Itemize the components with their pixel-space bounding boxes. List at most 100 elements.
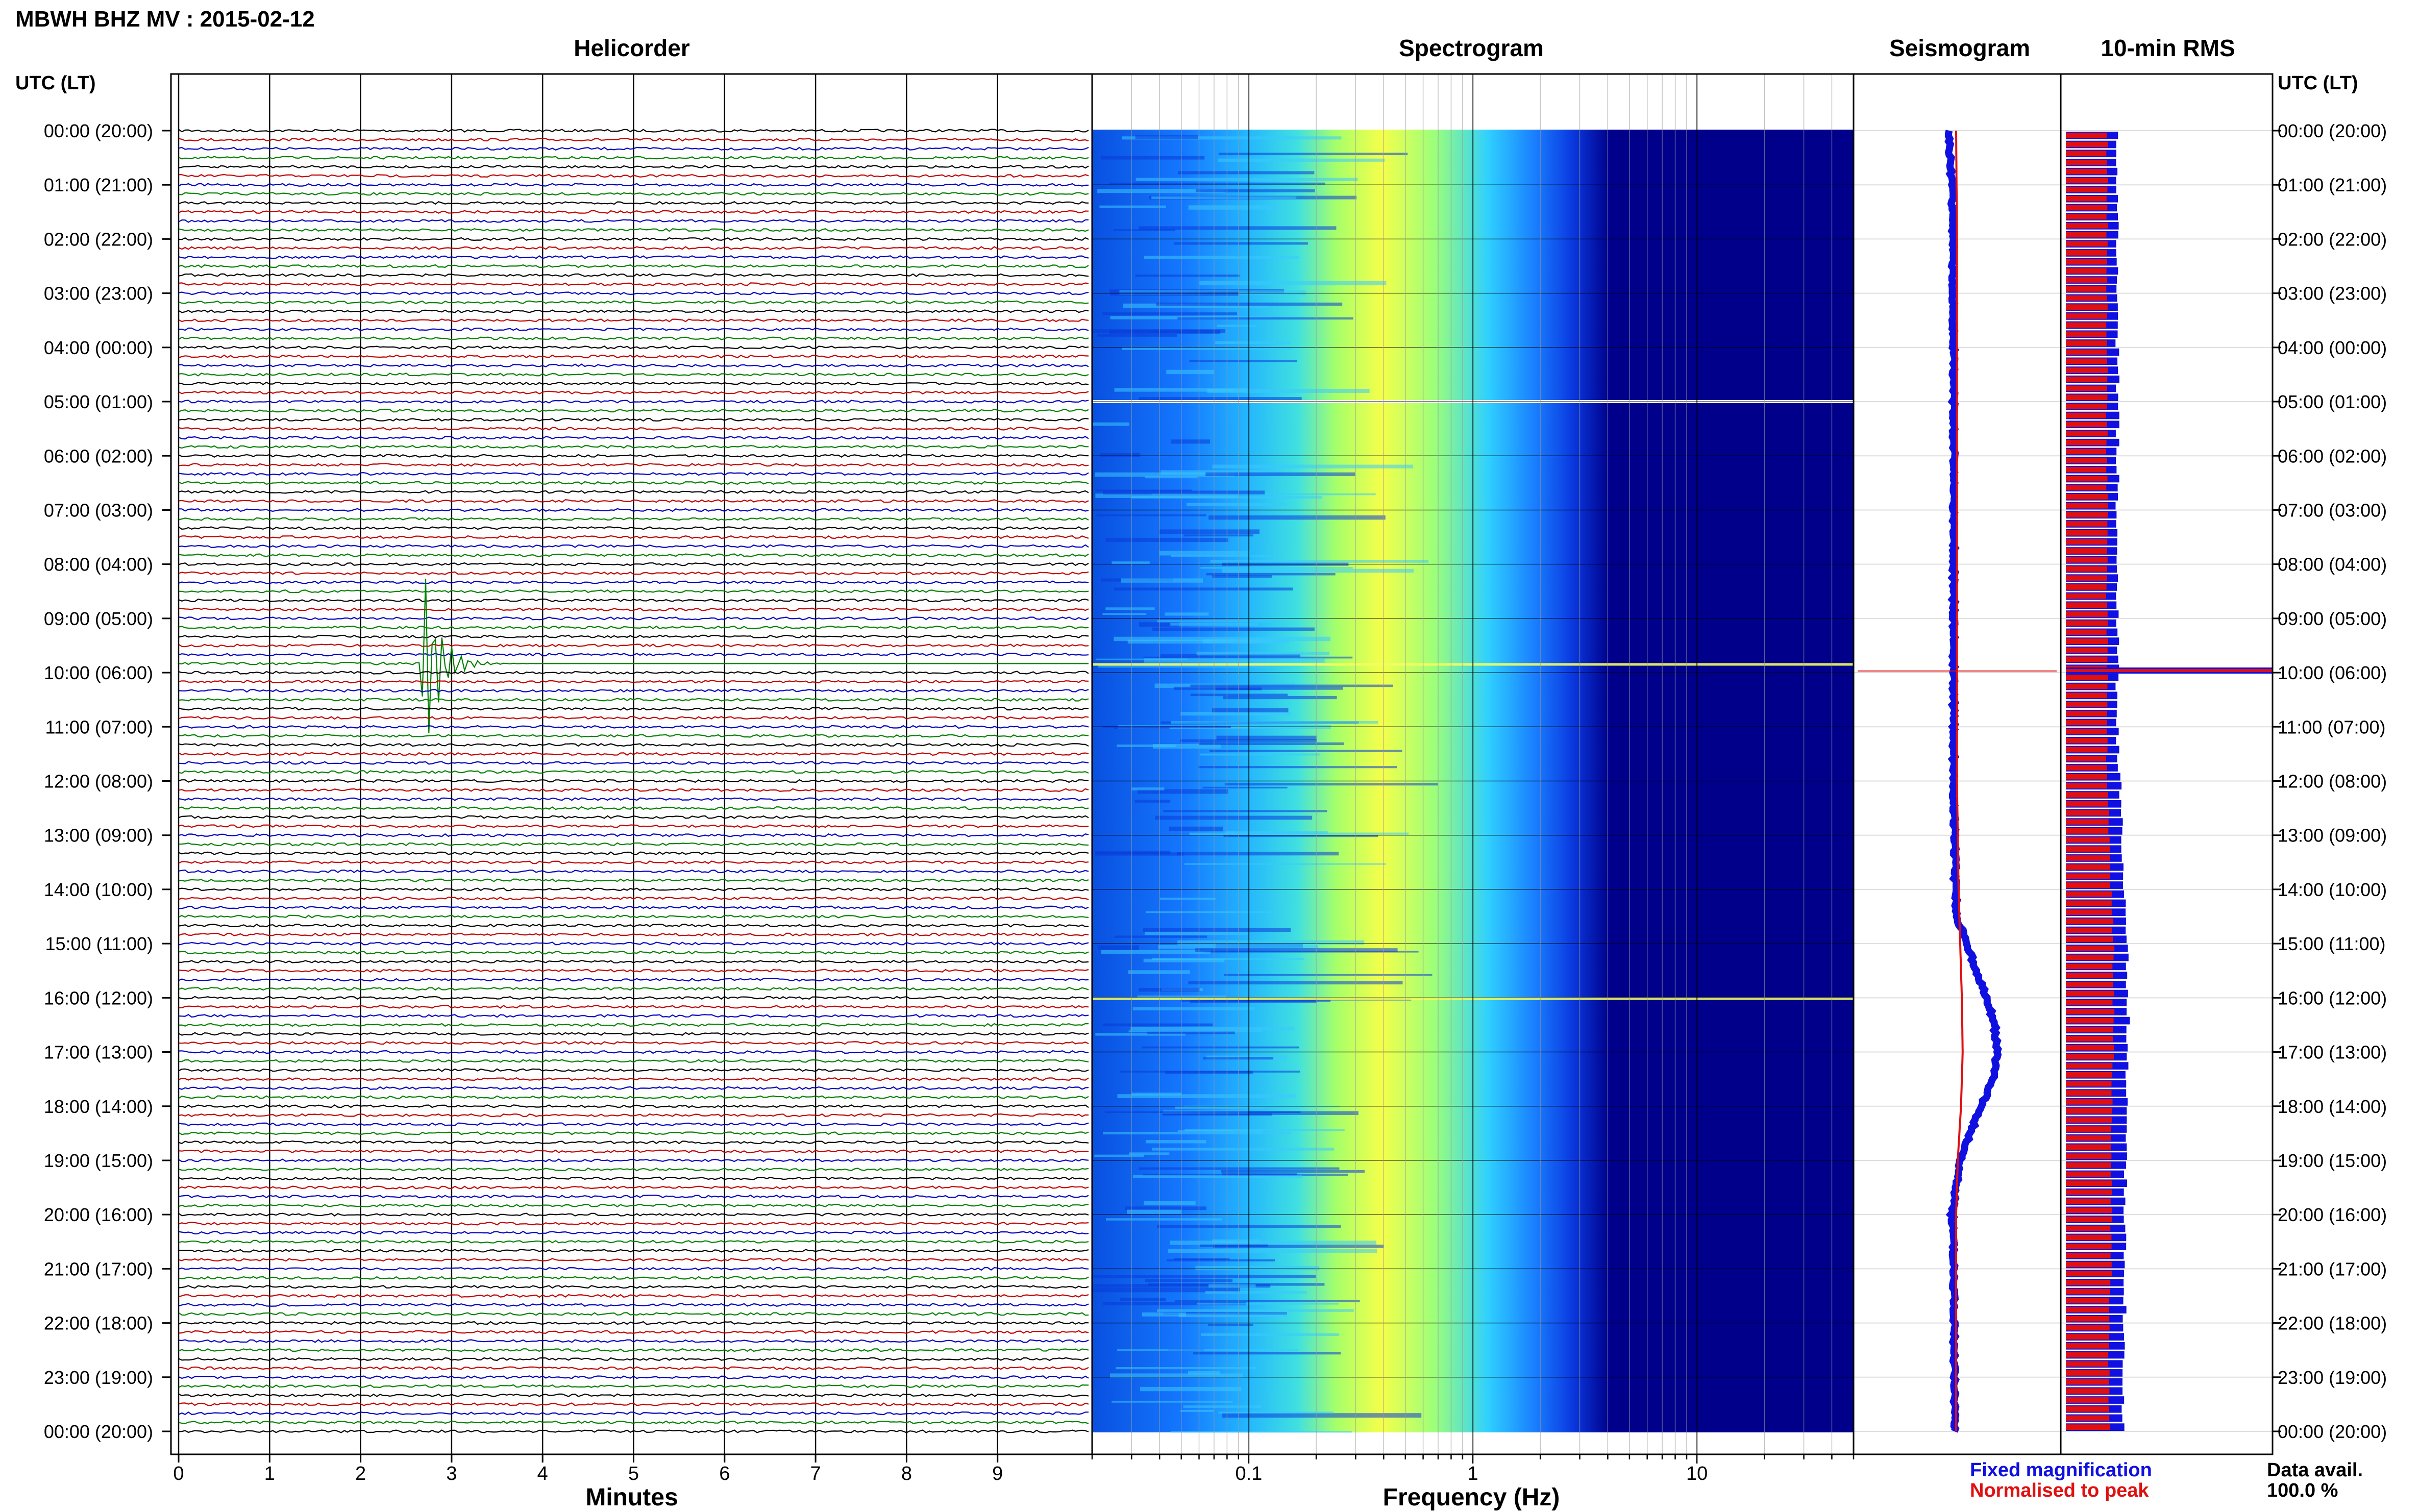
rms-bar-normalised	[2066, 675, 2108, 680]
spectrogram-texture	[1152, 957, 1304, 960]
spectrogram-texture	[1195, 1266, 1320, 1271]
spectrogram-texture	[1177, 940, 1365, 945]
time-label-right: 22:00 (18:00)	[2278, 1313, 2387, 1334]
rms-bar-normalised	[2066, 195, 2107, 202]
spectrogram-texture	[1157, 1309, 1354, 1312]
helicorder-x-tick-label: 8	[901, 1463, 912, 1484]
helicorder-trace	[178, 210, 1089, 214]
helicorder-trace	[178, 481, 1089, 485]
spectrogram-texture	[1171, 1431, 1352, 1433]
time-label-right: 02:00 (22:00)	[2278, 229, 2387, 250]
rms-bar-normalised	[2066, 466, 2107, 473]
spectrogram-texture	[1212, 464, 1414, 469]
rms-bar-normalised	[2066, 304, 2108, 310]
helicorder-x-tick-label: 3	[446, 1463, 457, 1484]
time-label-left: 16:00 (12:00)	[44, 987, 153, 1008]
rms-bar-normalised	[2066, 882, 2110, 888]
helicorder-trace	[178, 318, 1089, 323]
spectrogram-texture	[1174, 1300, 1360, 1302]
helicorder-trace	[178, 373, 1089, 377]
spectrogram-texture	[1130, 1027, 1295, 1031]
spectrogram-texture	[1174, 1258, 1230, 1260]
spectrogram-texture	[1212, 708, 1289, 713]
helicorder-trace	[178, 770, 1089, 774]
time-label-left: 21:00 (17:00)	[44, 1258, 153, 1279]
spectrogram-texture	[1218, 153, 1408, 156]
spectrogram-texture	[1139, 987, 1200, 992]
time-label-right: 03:00 (23:00)	[2278, 283, 2387, 304]
helicorder-trace	[179, 589, 1089, 593]
time-label-right: 06:00 (02:00)	[2278, 445, 2387, 466]
helicorder-trace	[178, 490, 1089, 494]
helicorder-trace	[178, 1357, 1089, 1361]
helicorder-trace	[178, 779, 1089, 783]
spectrogram-texture	[1200, 753, 1320, 756]
time-label-right: 16:00 (12:00)	[2278, 987, 2387, 1008]
spectrogram-texture	[1114, 636, 1330, 641]
rms-bar-normalised	[2066, 737, 2108, 743]
helicorder-trace	[178, 860, 1089, 864]
spectrogram-texture	[1166, 1259, 1275, 1261]
spectrogram-x-tick-label: 0.1	[1235, 1463, 1262, 1484]
helicorder-trace	[178, 354, 1089, 359]
spectrogram-texture	[1127, 1209, 1182, 1214]
spectrogram-texture	[1174, 1106, 1264, 1109]
spectrogram-texture	[1199, 742, 1344, 746]
helicorder-trace	[178, 1050, 1089, 1054]
helicorder-trace	[178, 1303, 1089, 1307]
spectrogram-texture	[1165, 612, 1209, 616]
spectrogram-texture	[1129, 1152, 1170, 1155]
helicorder-trace	[178, 472, 1089, 476]
rms-bar-normalised	[2066, 1217, 2113, 1222]
spectrogram-texture	[1143, 928, 1291, 932]
helicorder-trace	[178, 996, 1089, 1000]
helicorder-trace	[178, 156, 1089, 160]
time-label-left: 15:00 (11:00)	[45, 933, 153, 954]
helicorder-trace	[178, 1158, 1089, 1162]
spectrogram-texture	[1095, 852, 1184, 856]
spectrogram-texture	[1109, 1373, 1243, 1378]
spectrogram-texture	[1180, 712, 1291, 716]
rms-bar-normalised	[2066, 828, 2109, 834]
helicorder-trace	[178, 129, 1089, 133]
rms-bar-normalised	[2066, 1397, 2109, 1403]
seismogram-header: Seismogram	[1889, 35, 2030, 61]
rms-bar-normalised	[2066, 439, 2107, 445]
spectrogram-texture	[1166, 369, 1214, 375]
time-label-left: 00:00 (20:00)	[44, 1421, 153, 1442]
rms-bar-normalised	[2066, 187, 2108, 192]
time-label-left: 03:00 (23:00)	[44, 283, 153, 304]
rms-bar-normalised	[2066, 1090, 2112, 1096]
rms-bar-normalised	[2066, 367, 2108, 373]
spectrogram-texture	[1210, 750, 1402, 752]
time-label-right: 13:00 (09:00)	[2278, 825, 2387, 846]
helicorder-trace	[178, 652, 1089, 657]
rms-bar-normalised	[2066, 566, 2107, 572]
rms-bar-normalised	[2066, 720, 2107, 726]
rms-bar-normalised	[2066, 349, 2107, 355]
rms-bar-normalised	[2066, 1027, 2113, 1033]
spectrogram-texture	[1170, 1241, 1377, 1245]
spectrogram-texture	[1152, 743, 1221, 749]
spectrogram-texture	[1136, 178, 1358, 181]
helicorder-x-tick-label: 5	[628, 1463, 639, 1484]
spectrogram-xlabel: Frequency (Hz)	[1383, 1484, 1560, 1511]
spectrogram-texture	[1171, 555, 1282, 557]
spectrogram-texture	[1144, 1201, 1196, 1205]
rms-bar-normalised	[2066, 358, 2108, 364]
rms-bar-normalised	[2066, 1171, 2111, 1177]
time-label-right: 18:00 (14:00)	[2278, 1096, 2387, 1117]
spectrogram-texture	[1151, 196, 1297, 200]
helicorder-x-tick-label: 1	[264, 1463, 275, 1484]
rms-bar-normalised	[2066, 927, 2112, 933]
rms-bar-normalised	[2066, 973, 2113, 978]
spectrogram-texture	[1208, 515, 1386, 520]
spectrogram-texture	[1113, 229, 1175, 231]
rms-bar-normalised	[2066, 1081, 2112, 1087]
rms-bar-normalised	[2066, 846, 2110, 852]
spectrogram-texture	[1110, 291, 1239, 296]
spectrogram-texture	[1102, 312, 1237, 315]
spectrogram-texture	[1199, 281, 1387, 286]
spectrogram-texture	[1159, 551, 1250, 556]
spectrogram-texture	[1132, 1007, 1255, 1010]
